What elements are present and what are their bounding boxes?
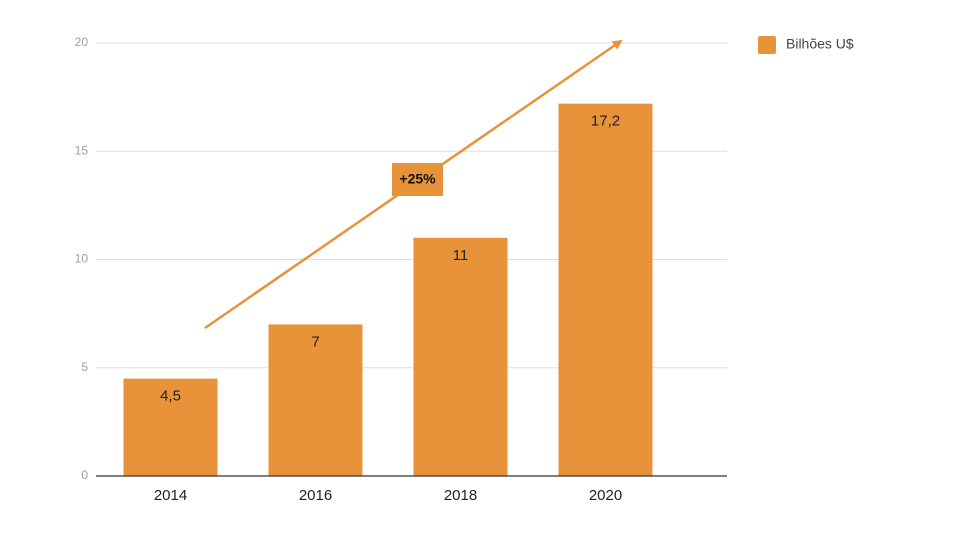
y-tick-label: 10 bbox=[75, 252, 89, 266]
bar-value-label: 11 bbox=[453, 247, 469, 264]
bar bbox=[123, 378, 218, 476]
x-tick-label: 2018 bbox=[444, 487, 477, 504]
bar-value-label: 17,2 bbox=[591, 113, 620, 130]
annotation-box bbox=[392, 163, 443, 196]
y-axis-ticks: 0 5 10 15 20 bbox=[75, 35, 89, 482]
y-tick-label: 5 bbox=[81, 360, 88, 374]
bar-value-label: 4,5 bbox=[160, 388, 181, 405]
bar-value-label: 7 bbox=[311, 333, 319, 350]
bar bbox=[413, 237, 508, 476]
bar bbox=[268, 324, 363, 476]
legend-label: Bilhões U$ bbox=[786, 36, 854, 52]
x-tick-label: 2020 bbox=[589, 487, 622, 504]
y-tick-label: 20 bbox=[75, 35, 89, 49]
bar bbox=[558, 103, 653, 477]
annotation-label: +25% bbox=[399, 171, 436, 187]
x-axis-ticks: 2014 2016 2018 2020 bbox=[154, 487, 622, 504]
legend-swatch bbox=[758, 36, 776, 54]
legend: Bilhões U$ bbox=[758, 36, 854, 54]
x-tick-label: 2016 bbox=[299, 487, 332, 504]
y-tick-label: 15 bbox=[75, 143, 89, 157]
x-tick-label: 2014 bbox=[154, 487, 187, 504]
trend-annotation: +25% bbox=[204, 39, 623, 330]
bars: 4,5 7 11 17,2 bbox=[123, 103, 653, 477]
y-tick-label: 0 bbox=[81, 468, 88, 482]
